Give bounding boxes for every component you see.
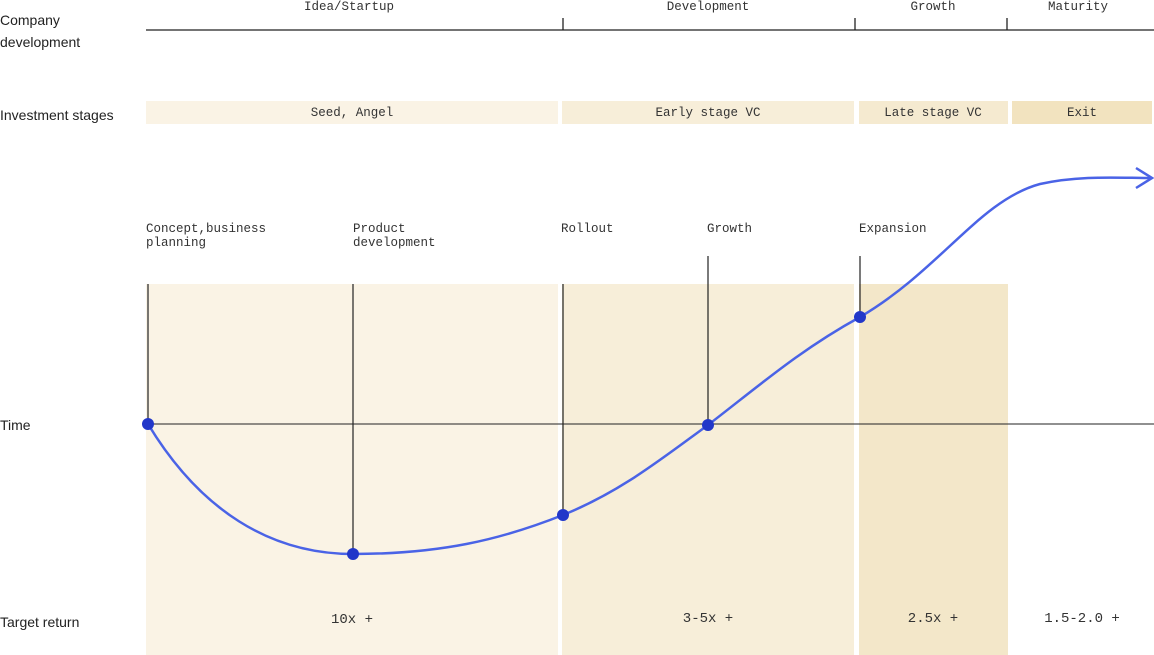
milestone-label: Concept,business planning (146, 222, 267, 250)
target-return: 1.5-2.0 + (1044, 611, 1120, 627)
milestone-label: Growth (707, 222, 753, 236)
milestone-label: Product development (353, 222, 436, 250)
target-return: 2.5x + (907, 611, 959, 627)
phase-panel (859, 284, 1008, 655)
investment-stage: Early stage VC (655, 106, 761, 120)
milestone-lines (147, 256, 861, 554)
row-label: Company development (0, 12, 81, 50)
company-axis (146, 18, 1154, 31)
company-stage: Maturity (1047, 0, 1109, 14)
stage-band (1012, 101, 1152, 124)
arrow-head (1135, 166, 1154, 190)
target-return: 10x + (330, 612, 374, 628)
milestone-points (142, 311, 866, 560)
company-stage: Idea/Startup (303, 0, 395, 14)
milestone-label: Rollout (561, 222, 614, 236)
company-stage: Development (666, 0, 750, 14)
milestone-label: Expansion (859, 222, 927, 236)
phase-panel (146, 284, 558, 655)
growth-curve (146, 176, 1151, 556)
stage-band (859, 101, 1008, 124)
company-stage: Growth (910, 0, 956, 14)
target-return: 3-5x + (682, 611, 734, 627)
investment-stage: Seed, Angel (310, 106, 394, 120)
row-label: Investment stages (0, 107, 114, 123)
investment-stage: Exit (1066, 106, 1098, 120)
stage-band (562, 101, 854, 124)
investment-stage: Late stage VC (884, 106, 982, 120)
row-label: Time (0, 417, 31, 433)
row-label: Target return (0, 614, 80, 630)
stage-band (146, 101, 558, 124)
